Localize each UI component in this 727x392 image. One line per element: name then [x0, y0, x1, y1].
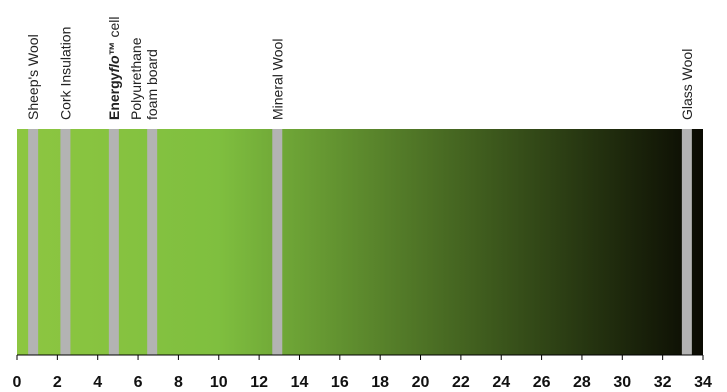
x-tick-label: 18 [371, 374, 389, 391]
markers [28, 129, 692, 355]
x-tick-label: 8 [174, 374, 183, 391]
x-axis-ticks: 0 2 4 6 8 10 12 14 16 18 20 22 24 26 28 30 32 34 [13, 355, 712, 391]
marker-label-energyflo-cell: Energyflo™ cell [106, 17, 122, 120]
x-tick-label: 0 [13, 374, 22, 391]
x-tick-label: 34 [694, 374, 712, 391]
marker-label-sheep-s-wool: Sheep's Wool [25, 34, 41, 120]
gradient-bar [17, 129, 703, 355]
x-tick-label: 4 [93, 374, 102, 391]
marker-cork-insulation [60, 129, 71, 355]
marker-label-line: Mineral Wool [269, 39, 285, 120]
marker-label-line: Polyurethane [128, 37, 144, 120]
marker-label-line: foam board [144, 49, 160, 120]
marker-label-line: Sheep's Wool [25, 34, 41, 120]
marker-sheep-s-wool [28, 129, 39, 355]
marker-glass-wool [681, 129, 692, 355]
marker-energyflo-cell [108, 129, 119, 355]
x-tick-label: 6 [134, 374, 143, 391]
marker-label-line: Cork Insulation [57, 27, 73, 120]
x-tick-label: 12 [250, 374, 268, 391]
x-tick-label: 16 [331, 374, 349, 391]
x-tick-label: 20 [412, 374, 430, 391]
x-tick-label: 32 [654, 374, 672, 391]
marker-label-mineral-wool: Mineral Wool [269, 39, 285, 120]
marker-polyurethane-foam-board [147, 129, 158, 355]
x-tick-label: 22 [452, 374, 470, 391]
x-tick-label: 14 [291, 374, 309, 391]
x-tick-label: 28 [573, 374, 591, 391]
x-tick-label: 2 [53, 374, 62, 391]
marker-label-polyurethane-foam-board: Polyurethane foam board [128, 37, 160, 120]
x-tick-label: 30 [613, 374, 631, 391]
marker-mineral-wool [272, 129, 283, 355]
marker-label-line: Energyflo™ cell [106, 17, 122, 120]
marker-label-cork-insulation: Cork Insulation [57, 27, 73, 120]
x-tick-label: 26 [533, 374, 551, 391]
marker-labels: Sheep's Wool Cork Insulation Energyflo™ ce… [25, 17, 695, 120]
x-tick-label: 24 [492, 374, 510, 391]
marker-label-glass-wool: Glass Wool [679, 49, 695, 120]
x-tick-label: 10 [210, 374, 228, 391]
marker-label-line: Glass Wool [679, 49, 695, 120]
